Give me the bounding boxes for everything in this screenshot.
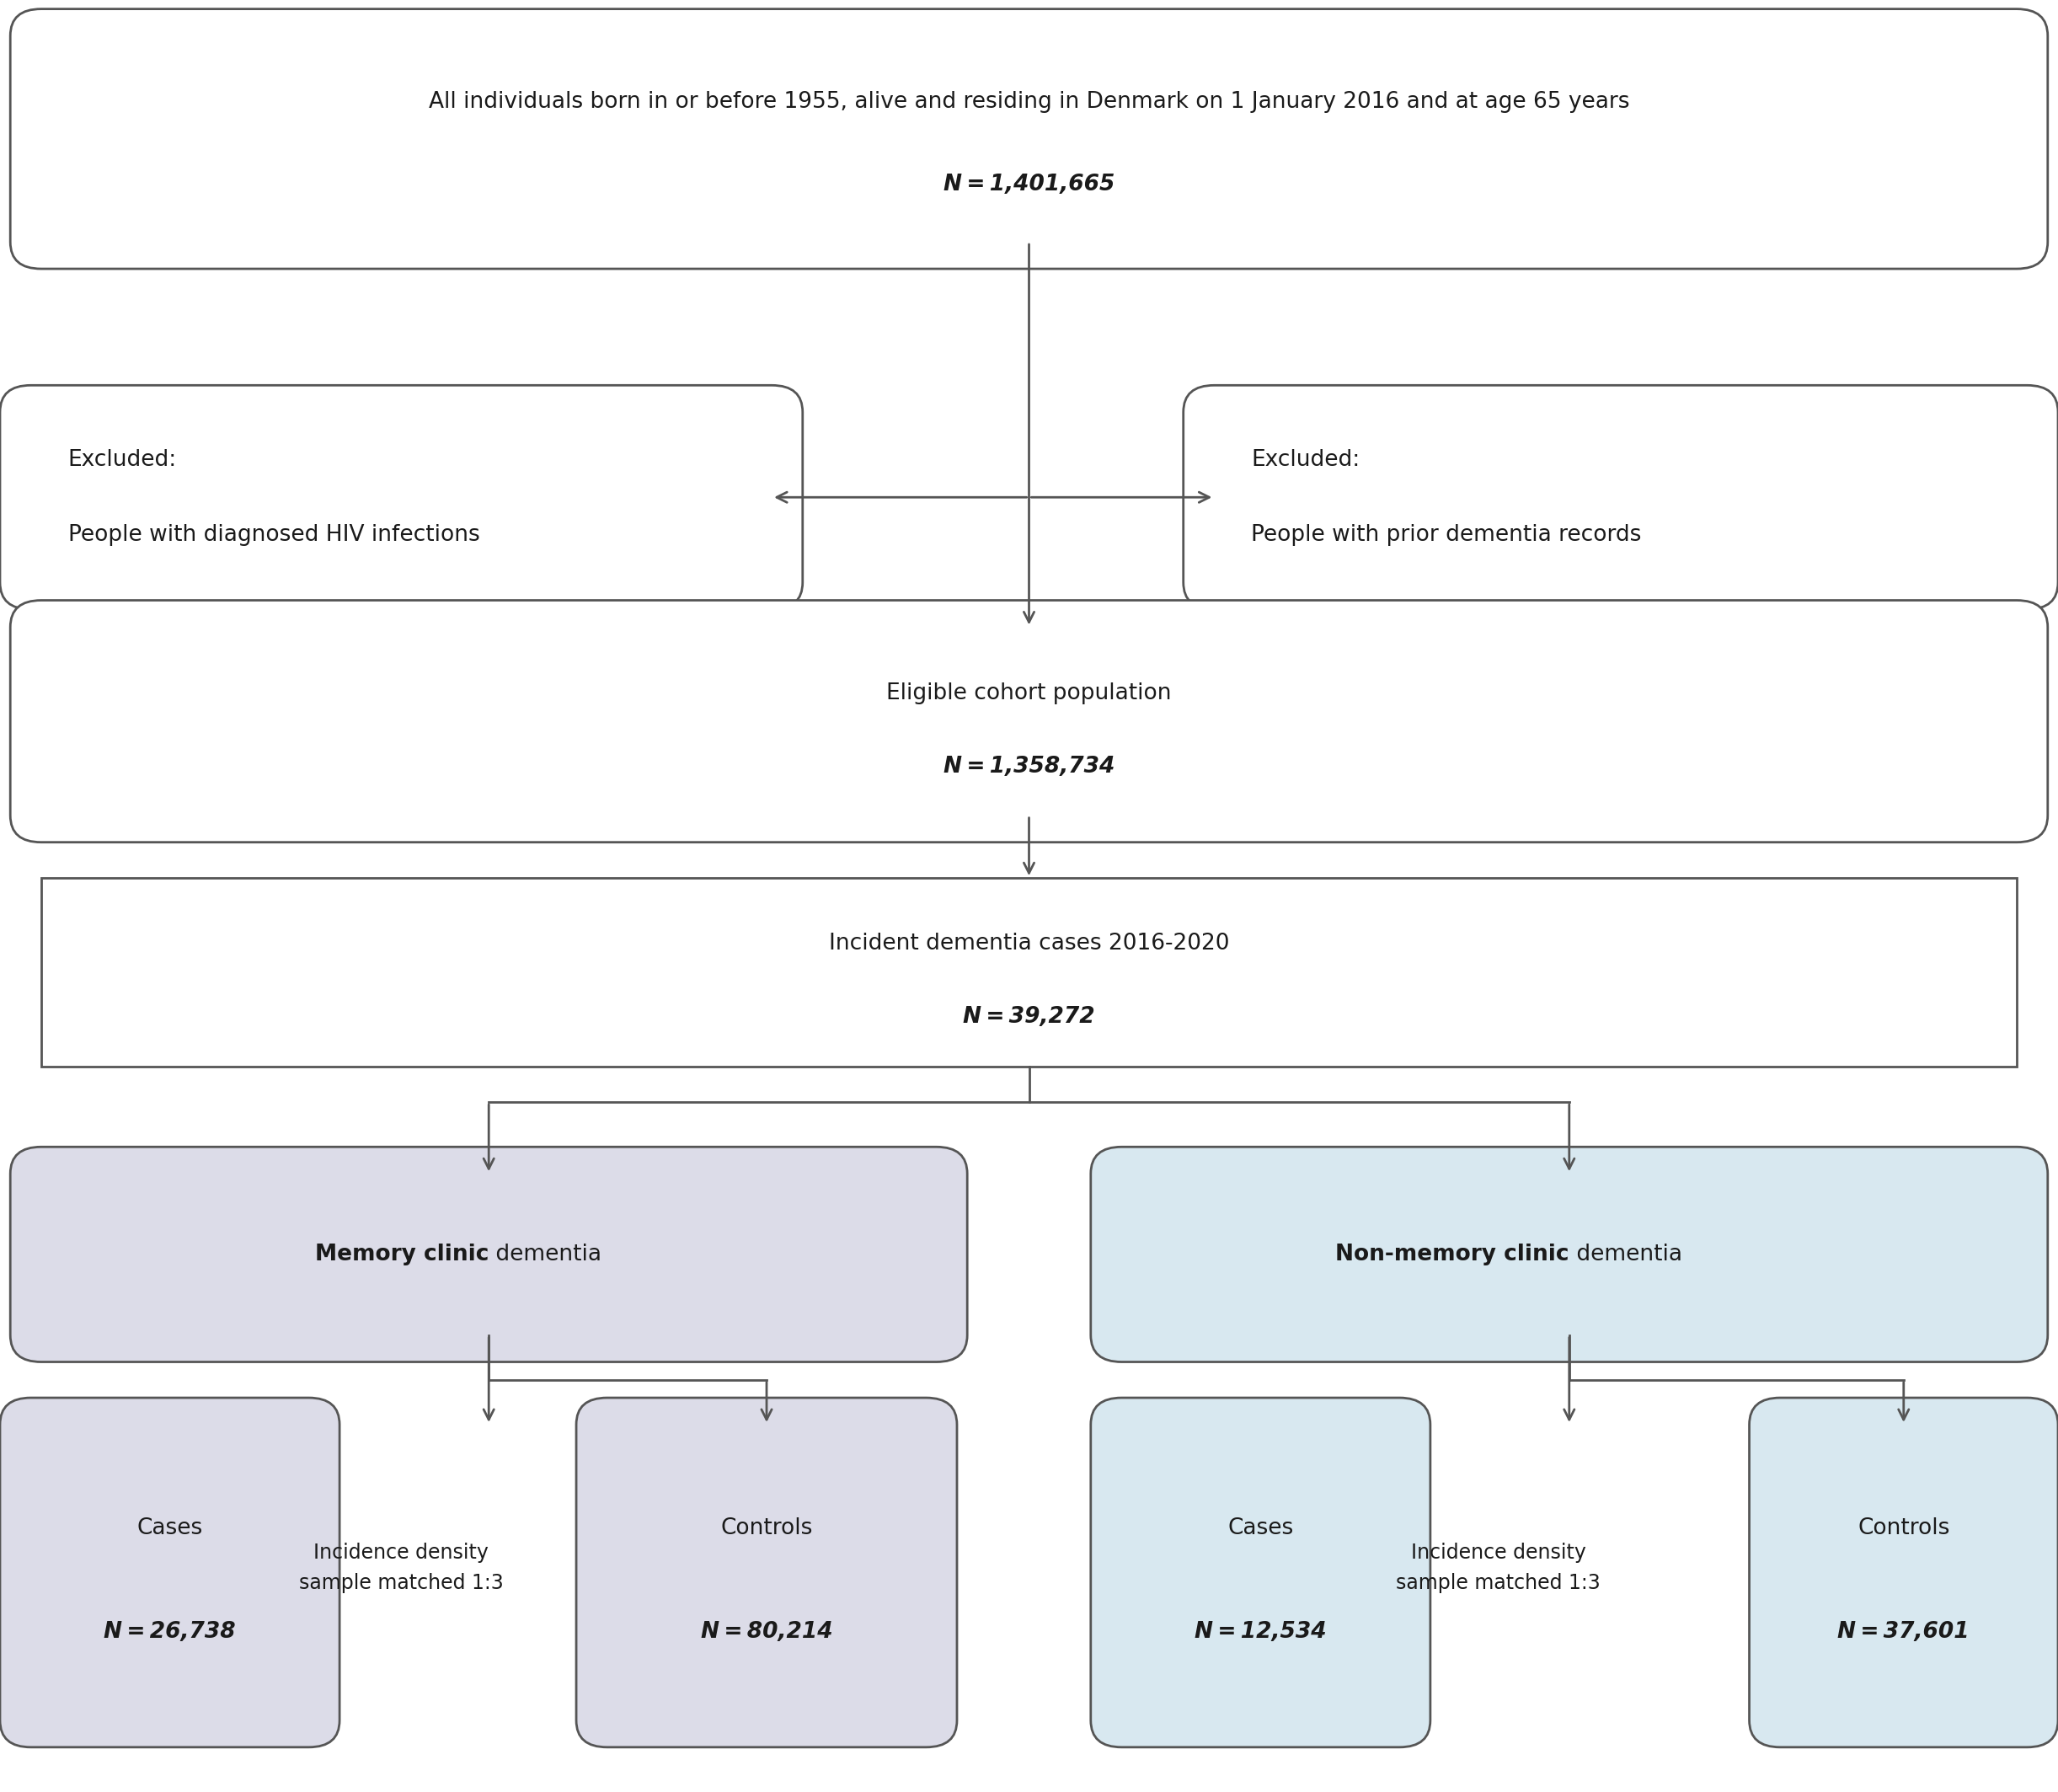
Text: Excluded:: Excluded: bbox=[1251, 448, 1360, 471]
FancyBboxPatch shape bbox=[10, 1147, 967, 1362]
FancyBboxPatch shape bbox=[0, 1398, 340, 1747]
Text: Incidence density
sample matched 1:3: Incidence density sample matched 1:3 bbox=[1395, 1543, 1601, 1593]
FancyBboxPatch shape bbox=[10, 9, 2048, 269]
Text: N = 1,401,665: N = 1,401,665 bbox=[943, 174, 1115, 195]
FancyBboxPatch shape bbox=[1091, 1147, 2048, 1362]
Text: All individuals born in or before 1955, alive and residing in Denmark on 1 Janua: All individuals born in or before 1955, … bbox=[428, 91, 1630, 113]
Text: N = 1,358,734: N = 1,358,734 bbox=[943, 756, 1115, 778]
Text: Controls: Controls bbox=[1858, 1518, 1949, 1539]
Text: dementia: dementia bbox=[1570, 1244, 1681, 1265]
Text: N = 12,534: N = 12,534 bbox=[1194, 1620, 1327, 1643]
Text: Excluded:: Excluded: bbox=[68, 448, 177, 471]
FancyBboxPatch shape bbox=[0, 385, 803, 609]
Text: dementia: dementia bbox=[490, 1244, 601, 1265]
Text: N = 37,601: N = 37,601 bbox=[1838, 1620, 1970, 1643]
Text: People with diagnosed HIV infections: People with diagnosed HIV infections bbox=[68, 523, 480, 547]
Text: N = 26,738: N = 26,738 bbox=[103, 1620, 237, 1643]
Text: N = 39,272: N = 39,272 bbox=[963, 1007, 1095, 1029]
Text: N = 80,214: N = 80,214 bbox=[700, 1620, 833, 1643]
FancyBboxPatch shape bbox=[41, 878, 2017, 1066]
Text: Memory clinic: Memory clinic bbox=[315, 1244, 490, 1265]
Text: Non-memory clinic: Non-memory clinic bbox=[1336, 1244, 1570, 1265]
Text: Cases: Cases bbox=[1227, 1518, 1294, 1539]
FancyBboxPatch shape bbox=[1749, 1398, 2058, 1747]
FancyBboxPatch shape bbox=[10, 600, 2048, 842]
Text: Cases: Cases bbox=[136, 1518, 204, 1539]
Text: Eligible cohort population: Eligible cohort population bbox=[887, 683, 1171, 704]
FancyBboxPatch shape bbox=[576, 1398, 957, 1747]
FancyBboxPatch shape bbox=[1091, 1398, 1430, 1747]
Text: Incident dementia cases 2016-2020: Incident dementia cases 2016-2020 bbox=[829, 934, 1229, 955]
Text: People with prior dementia records: People with prior dementia records bbox=[1251, 523, 1642, 547]
Text: Incidence density
sample matched 1:3: Incidence density sample matched 1:3 bbox=[298, 1543, 504, 1593]
Text: Controls: Controls bbox=[720, 1518, 813, 1539]
FancyBboxPatch shape bbox=[1183, 385, 2058, 609]
